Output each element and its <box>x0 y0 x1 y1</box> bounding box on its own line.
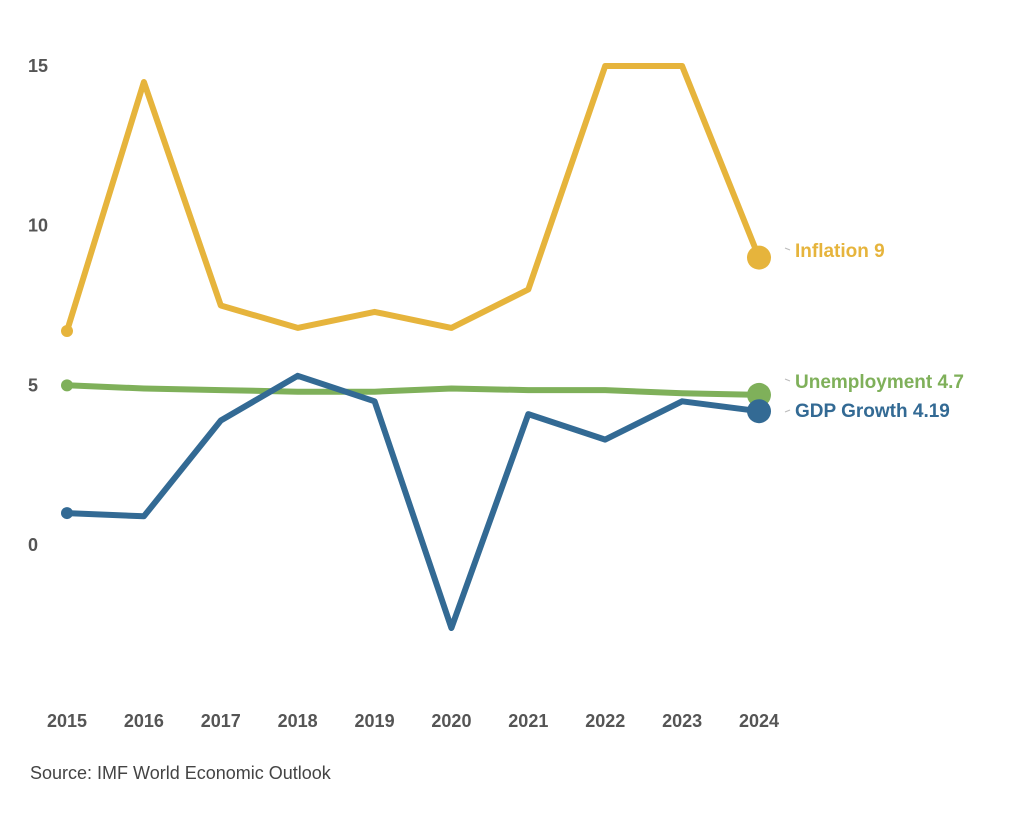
inflation-end-label: Inflation 9 <box>795 241 885 262</box>
gdp-growth-line <box>64 372 762 631</box>
gdp-growth-end-label: GDP Growth 4.19 <box>795 401 950 422</box>
unemployment-label-connector <box>784 378 791 382</box>
x-axis-ticks: 2015 2016 2017 2018 2019 2020 2021 2022 2023 2024 <box>47 711 779 731</box>
x-tick-label: 2022 <box>585 711 625 731</box>
unemployment-start-point <box>61 379 73 392</box>
y-tick-label: 0 <box>28 535 38 555</box>
inflation-line <box>64 63 762 334</box>
unemployment-end-label: Unemployment 4.7 <box>795 372 964 393</box>
end-labels: Inflation 9 Unemployment 4.7 GDP Growth 4.… <box>784 241 964 422</box>
x-tick-label: 2021 <box>508 711 548 731</box>
x-tick-label: 2020 <box>431 711 471 731</box>
source-note: Source: IMF World Economic Outlook <box>30 763 331 783</box>
x-tick-label: 2015 <box>47 711 87 731</box>
inflation-start-point <box>61 325 73 338</box>
y-tick-label: 15 <box>28 56 48 76</box>
x-tick-label: 2023 <box>662 711 702 731</box>
unemployment-line <box>64 382 762 398</box>
x-tick-label: 2019 <box>355 711 395 731</box>
y-tick-label: 5 <box>28 375 38 395</box>
gdp-growth-label-connector <box>784 409 791 413</box>
inflation-end-point <box>747 245 771 270</box>
gdp-growth-start-point <box>61 507 73 520</box>
x-tick-label: 2024 <box>739 711 779 731</box>
series-lines <box>64 63 762 631</box>
x-tick-label: 2016 <box>124 711 164 731</box>
gdp-growth-end-point <box>747 399 771 424</box>
inflation-label-connector <box>784 247 791 251</box>
end-markers <box>61 245 771 520</box>
y-axis-ticks: 0 5 10 15 <box>28 56 48 555</box>
x-tick-label: 2017 <box>201 711 241 731</box>
x-tick-label: 2018 <box>278 711 318 731</box>
y-tick-label: 10 <box>28 216 48 236</box>
